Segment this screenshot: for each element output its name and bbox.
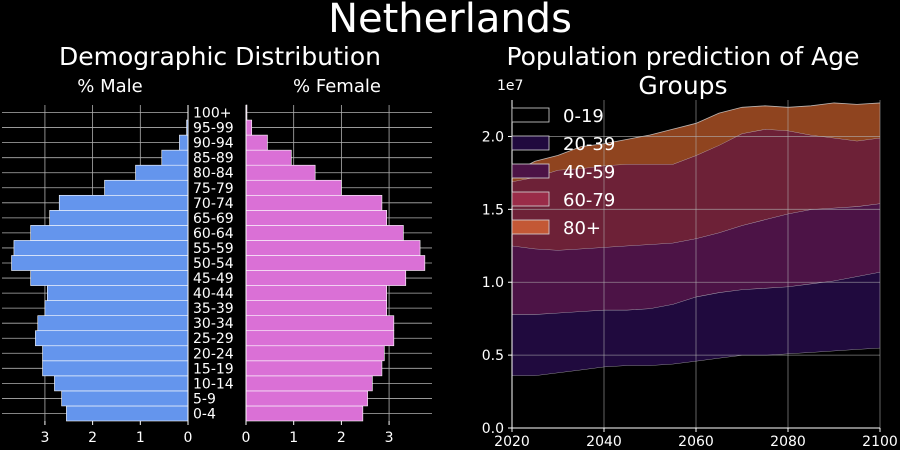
legend-label: 0-19 xyxy=(563,106,604,127)
legend-label: 40-59 xyxy=(563,162,615,183)
age-group-label: 45-49 xyxy=(193,271,234,287)
age-group-label: 15-19 xyxy=(193,361,234,377)
age-group-label: 80-84 xyxy=(193,166,234,182)
male-tick-label: 0 xyxy=(184,430,193,446)
legend-label: 60-79 xyxy=(563,190,615,211)
female-tick-label: 1 xyxy=(289,430,298,446)
male-tick-label: 3 xyxy=(40,430,49,446)
area-chart-title: Population prediction of Age Groups xyxy=(506,42,860,100)
y-tick-label: 1.5 xyxy=(482,202,504,218)
y-tick-label: 0.5 xyxy=(482,348,504,364)
age-group-label: 35-39 xyxy=(193,301,234,317)
pyramid-title: Demographic Distribution xyxy=(59,42,381,71)
legend-label: 20-39 xyxy=(563,134,615,155)
x-tick-label: 2020 xyxy=(494,434,530,450)
y-tick-label: 0.0 xyxy=(482,421,504,437)
age-group-label: 40-44 xyxy=(193,286,234,302)
age-group-label: 70-74 xyxy=(193,196,234,212)
male-axis-label: % Male xyxy=(77,76,143,97)
age-group-label: 20-24 xyxy=(193,346,234,362)
legend-swatch xyxy=(511,163,550,179)
age-group-label: 0-4 xyxy=(193,406,216,422)
age-group-label: 50-54 xyxy=(193,256,234,272)
y-tick-label: 1.0 xyxy=(482,275,504,291)
male-tick-label: 1 xyxy=(136,430,145,446)
x-tick-label: 2080 xyxy=(770,434,806,450)
age-group-label: 60-64 xyxy=(193,226,234,242)
age-group-label: 65-69 xyxy=(193,211,234,227)
age-group-label: 55-59 xyxy=(193,241,234,257)
age-group-label: 5-9 xyxy=(193,391,216,407)
legend-swatch xyxy=(511,191,550,207)
age-group-label: 95-99 xyxy=(193,121,234,137)
male-tick-label: 2 xyxy=(88,430,97,446)
x-tick-label: 2040 xyxy=(586,434,622,450)
age-group-label: 25-29 xyxy=(193,331,234,347)
legend-swatch xyxy=(511,219,550,235)
scale-label: 1e7 xyxy=(497,78,523,94)
age-group-label: 100+ xyxy=(193,106,231,122)
x-tick-label: 2060 xyxy=(678,434,714,450)
female-tick-label: 0 xyxy=(242,430,251,446)
female-axis-label: % Female xyxy=(293,76,381,97)
x-tick-label: 2100 xyxy=(862,434,898,450)
age-group-label: 75-79 xyxy=(193,181,234,197)
age-group-label: 30-34 xyxy=(193,316,234,332)
legend-label: 80+ xyxy=(563,218,601,239)
age-group-label: 10-14 xyxy=(193,376,234,392)
legend-swatch xyxy=(511,135,550,151)
y-tick-label: 2.0 xyxy=(482,129,504,145)
female-tick-label: 3 xyxy=(385,430,394,446)
female-tick-label: 2 xyxy=(337,430,346,446)
age-group-label: 90-94 xyxy=(193,136,234,152)
main-title: Netherlands xyxy=(328,0,572,42)
age-group-label: 85-89 xyxy=(193,151,234,167)
legend-swatch xyxy=(511,107,550,123)
